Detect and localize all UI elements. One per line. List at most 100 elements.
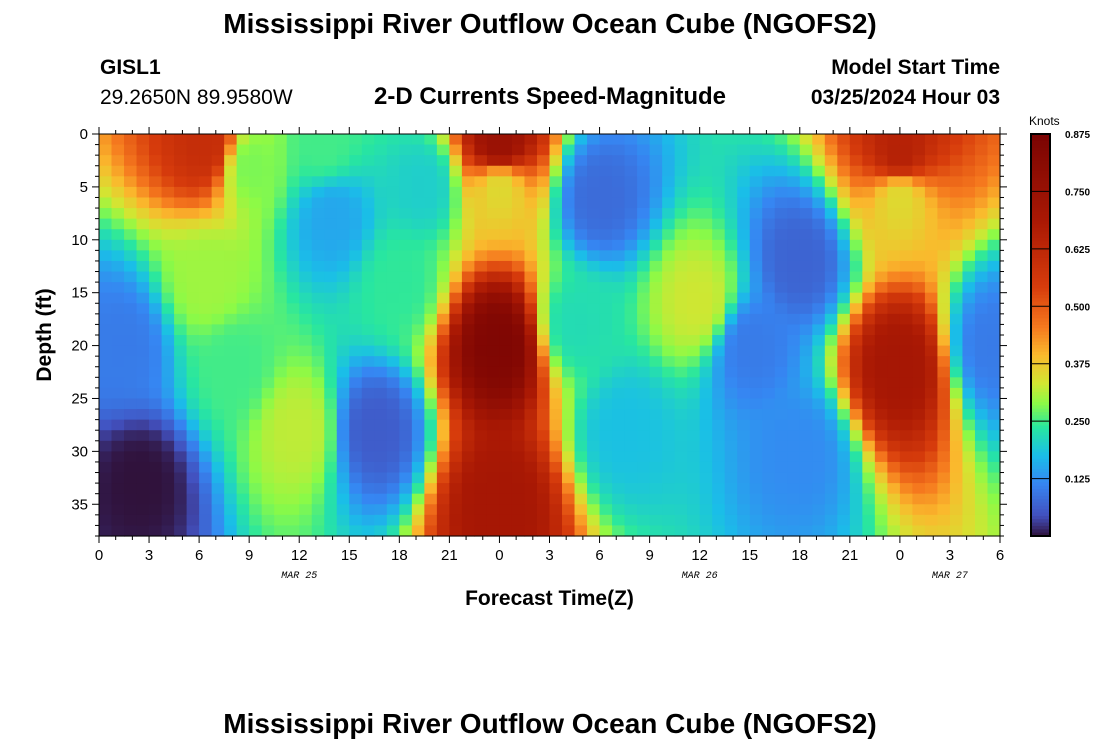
heatmap-cell [649, 514, 663, 527]
heatmap-cell [712, 144, 726, 156]
heatmap-cell [299, 504, 313, 516]
heatmap-cell [124, 419, 138, 431]
heatmap-cell [286, 229, 300, 241]
heatmap-cell [211, 345, 225, 357]
heatmap-cell [862, 313, 876, 326]
heatmap-cell [186, 398, 200, 410]
heatmap-cell [862, 208, 876, 220]
heatmap-cell [261, 197, 275, 209]
heatmap-cell [361, 208, 375, 220]
heatmap-cell [824, 282, 838, 294]
heatmap-cell [286, 134, 300, 146]
heatmap-cell [249, 387, 263, 400]
heatmap-cell [174, 271, 188, 283]
heatmap-cell [587, 197, 601, 209]
heatmap-cell [912, 197, 926, 209]
heatmap-cell [524, 292, 538, 304]
heatmap-cell [274, 303, 288, 315]
heatmap-cell [211, 292, 225, 304]
heatmap-cell [361, 134, 375, 146]
heatmap-cell [699, 239, 713, 251]
heatmap-cell [136, 356, 150, 368]
heatmap-cell [624, 186, 638, 199]
heatmap-cell [99, 239, 113, 251]
heatmap-cell [336, 155, 350, 167]
heatmap-cell [862, 504, 876, 516]
heatmap-cell [511, 134, 526, 146]
heatmap-cell [111, 461, 125, 474]
heatmap-cell [649, 440, 663, 452]
heatmap-cell [974, 176, 989, 188]
heatmap-cell [937, 461, 951, 474]
heatmap-cell [837, 292, 851, 304]
heatmap-cell [687, 186, 701, 199]
heatmap-cell [199, 451, 213, 463]
heatmap-cell [824, 186, 838, 199]
heatmap-cell [637, 525, 651, 537]
heatmap-cell [511, 250, 526, 262]
heatmap-cell [386, 409, 400, 421]
heatmap-cell [912, 440, 926, 452]
heatmap-cell [124, 472, 138, 484]
heatmap-cell [712, 356, 726, 368]
heatmap-cell [99, 186, 113, 199]
colorbar-tick-label: 0.625 [1065, 245, 1090, 256]
colorbar-segment [1031, 241, 1050, 246]
heatmap-cell [349, 250, 363, 262]
heatmap-cell [399, 282, 413, 294]
colorbar-segment [1031, 328, 1050, 333]
heatmap-cell [887, 186, 901, 199]
heatmap-cell [874, 250, 888, 262]
heatmap-cell [974, 218, 989, 230]
heatmap-cell [186, 419, 200, 431]
heatmap-cell [374, 144, 388, 156]
heatmap-cell [136, 451, 150, 463]
heatmap-cell [324, 239, 338, 251]
heatmap-cell [486, 514, 501, 527]
heatmap-cell [974, 324, 989, 336]
heatmap-cell [787, 282, 801, 294]
heatmap-cell [211, 239, 225, 251]
heatmap-cell [612, 440, 626, 452]
heatmap-cell [424, 144, 438, 156]
heatmap-cell [236, 155, 250, 167]
heatmap-cell [449, 525, 463, 537]
heatmap-cell [849, 197, 863, 209]
heatmap-cell [787, 493, 801, 505]
heatmap-cell [962, 493, 976, 505]
heatmap-cell [649, 387, 663, 400]
heatmap-cell [286, 155, 300, 167]
heatmap-cell [286, 335, 300, 347]
heatmap-cell [436, 387, 450, 400]
heatmap-cell [699, 493, 713, 505]
heatmap-cell [161, 514, 175, 527]
heatmap-cell [224, 409, 238, 421]
heatmap-cell [949, 430, 964, 442]
heatmap-cell [837, 451, 851, 463]
heatmap-cell [574, 377, 588, 389]
heatmap-cell [386, 208, 400, 220]
heatmap-cell [937, 144, 951, 156]
heatmap-cell [499, 387, 513, 400]
heatmap-cell [186, 250, 200, 262]
heatmap-cell [862, 335, 876, 347]
heatmap-cell [311, 335, 325, 347]
heatmap-cell [261, 335, 275, 347]
heatmap-cell [149, 324, 163, 336]
heatmap-cell [637, 440, 651, 452]
heatmap-cell [224, 303, 238, 315]
heatmap-cell [737, 292, 751, 304]
heatmap-cell [149, 472, 163, 484]
heatmap-cell [424, 134, 438, 146]
heatmap-cell [424, 493, 438, 505]
heatmap-cell [799, 335, 813, 347]
heatmap-cell [974, 250, 989, 262]
heatmap-cell [211, 377, 225, 389]
heatmap-cell [186, 324, 200, 336]
heatmap-cell [249, 260, 263, 273]
heatmap-cell [599, 134, 613, 146]
heatmap-cell [824, 377, 838, 389]
date-labels: MAR 25 MAR 26 MAR 27 [281, 571, 968, 582]
heatmap-cell [574, 155, 588, 167]
heatmap-cell [612, 250, 626, 262]
